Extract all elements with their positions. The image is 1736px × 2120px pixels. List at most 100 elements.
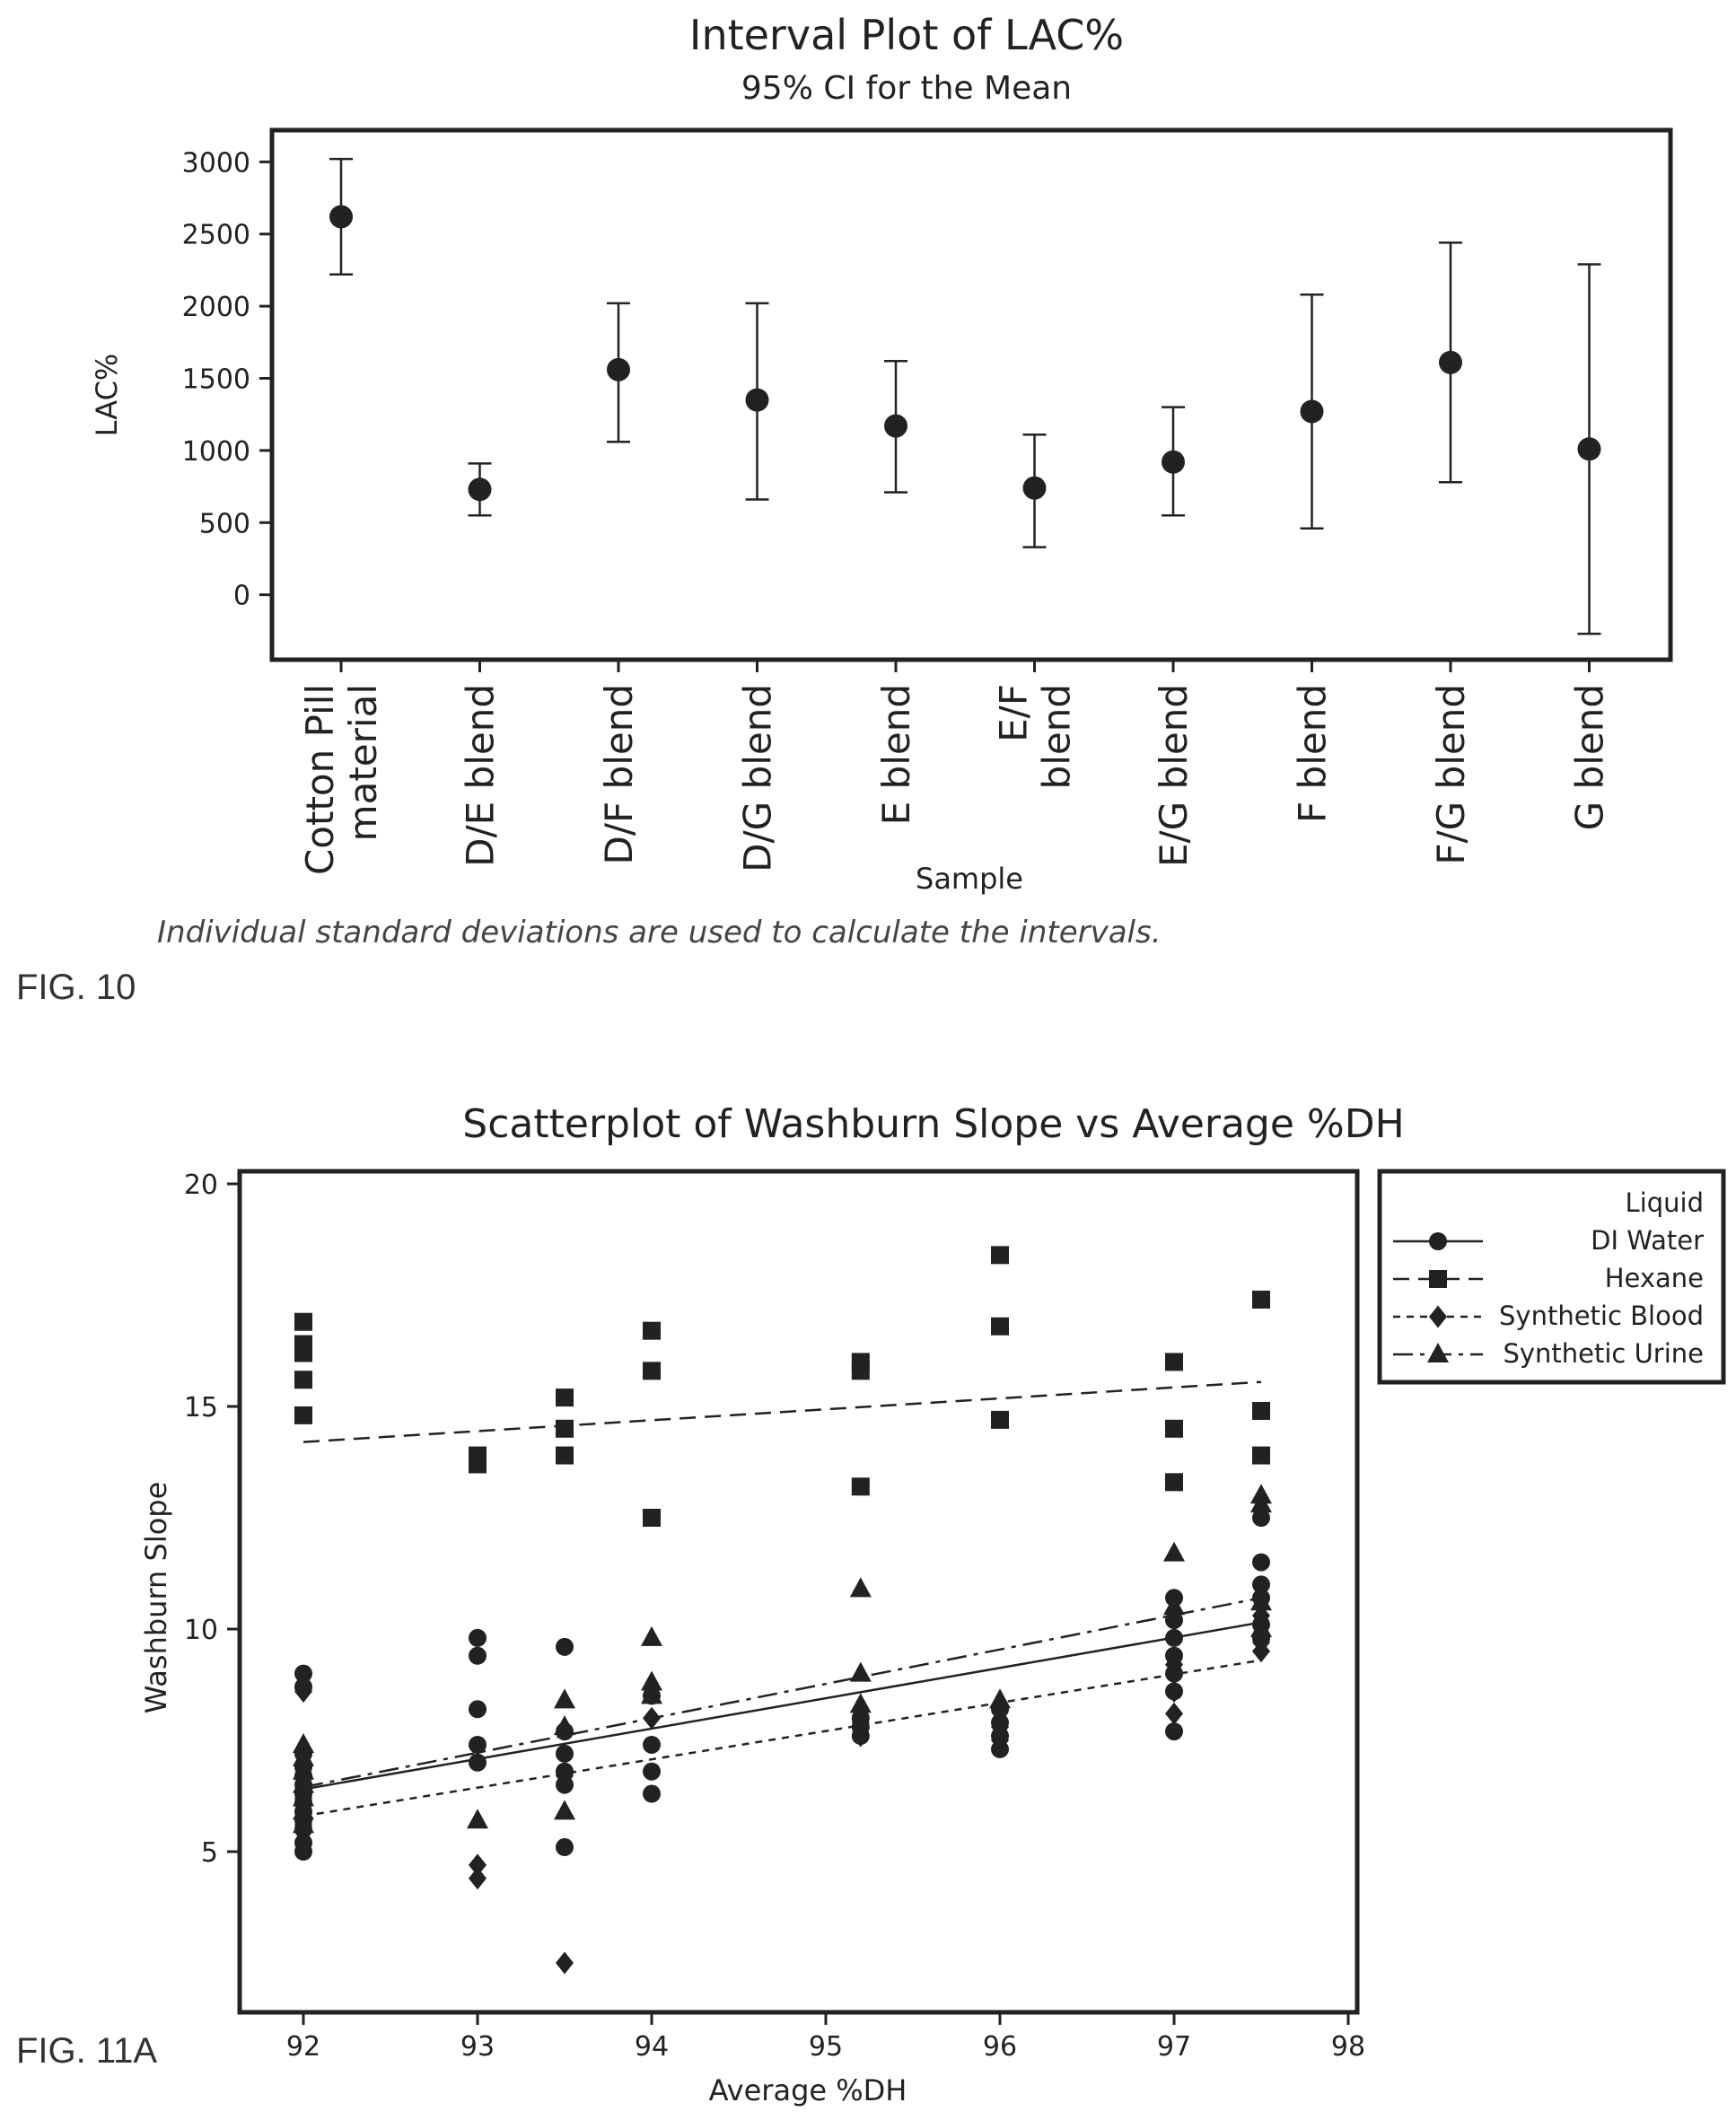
- circle-point: [294, 1664, 312, 1683]
- interval-x-tick-label: E/F blend: [992, 684, 1079, 789]
- legend-marker: [1429, 1232, 1447, 1250]
- square-point: [851, 1362, 870, 1380]
- square-point: [851, 1477, 870, 1496]
- diamond-point: [851, 1724, 870, 1748]
- triangle-point: [554, 1715, 575, 1736]
- circle-point: [1165, 1628, 1183, 1647]
- triangle-point: [849, 1693, 872, 1713]
- interval-y-tick-label: 3000: [182, 147, 250, 179]
- circle-point: [469, 1753, 487, 1772]
- diamond-point: [851, 1711, 870, 1734]
- triangle-point: [293, 1732, 314, 1753]
- category-label-line: E blend: [874, 684, 918, 825]
- circle-point: [556, 1637, 574, 1656]
- circle-point: [1165, 1611, 1183, 1630]
- legend-title: Liquid: [1626, 1187, 1704, 1218]
- triangle-point: [989, 1688, 1011, 1709]
- scatter-plot-ylabel: Washburn Slope: [139, 1482, 173, 1714]
- legend-marker: [1429, 1270, 1447, 1288]
- square-point: [643, 1509, 661, 1527]
- square-point: [294, 1312, 312, 1331]
- square-point: [643, 1321, 661, 1340]
- interval-plot-xlabel: Sample: [916, 862, 1023, 896]
- scatter-x-tick-label: 97: [1157, 2031, 1191, 2063]
- category-label-line: G blend: [1568, 684, 1612, 830]
- circle-point: [469, 1628, 487, 1647]
- interval-y-tick-label: 0: [233, 581, 250, 612]
- triangle-point: [293, 1746, 314, 1766]
- interval-y-tick-label: 2000: [182, 292, 250, 323]
- interval-x-tick-label: E/G blend: [1152, 684, 1196, 867]
- square-point: [294, 1371, 312, 1389]
- triangle-point: [1250, 1590, 1272, 1611]
- circle-point: [643, 1784, 661, 1803]
- scatter-x-tick-label: 94: [635, 2031, 669, 2063]
- square-point: [991, 1317, 1009, 1336]
- circle-point: [469, 1735, 487, 1754]
- scatter-y-tick-label: 10: [184, 1615, 218, 1646]
- scatter-plot-fit-lines: [302, 1380, 1262, 1818]
- scatter-plot-legend: Liquid DI Water Hexane Synthetic Blood Synt…: [1377, 1169, 1726, 1385]
- triangle-point: [293, 1813, 314, 1834]
- interval-x-tick-label: D/E blend: [459, 684, 503, 867]
- category-label-line: D/F blend: [597, 684, 641, 864]
- interval-mean-point: [884, 414, 907, 438]
- circle-point: [1165, 1722, 1183, 1741]
- scatter-plot-frame: [237, 1169, 1360, 2015]
- interval-mean-point: [468, 477, 492, 502]
- scatter-plot-points: [293, 1246, 1272, 1975]
- triangle-point: [1250, 1493, 1272, 1513]
- scatter-x-tick-label: 95: [809, 2031, 843, 2063]
- circle-point: [556, 1744, 574, 1763]
- scatter-plot-y-ticks: 20 15 10 5: [184, 1170, 240, 1869]
- circle-point: [556, 1838, 574, 1857]
- interval-y-tick-label: 1500: [182, 364, 250, 396]
- interval-plot-footnote: Individual standard deviations are used …: [157, 915, 1162, 950]
- interval-y-tick-label: 2500: [182, 220, 250, 251]
- fit-line-di-water: [302, 1621, 1262, 1791]
- square-point: [294, 1406, 312, 1424]
- triangle-point: [554, 1688, 575, 1709]
- category-label-line: F/G blend: [1429, 684, 1473, 865]
- triangle-point: [1163, 1541, 1185, 1562]
- category-label-line: D/G blend: [736, 684, 780, 872]
- triangle-point: [467, 1809, 488, 1829]
- interval-mean-point: [329, 205, 353, 229]
- triangle-point: [1250, 1617, 1272, 1637]
- scatter-plot-x-ticks: 92 93 94 95 96 97 98: [286, 2012, 1365, 2063]
- interval-plot-subtitle: 95% CI for the Mean: [741, 70, 1072, 107]
- diamond-point: [469, 1867, 487, 1890]
- diamond-point: [556, 1765, 574, 1788]
- legend-label: Hexane: [1605, 1263, 1704, 1293]
- category-label-line: E/G blend: [1152, 684, 1196, 867]
- triangle-point: [641, 1625, 662, 1646]
- square-point: [556, 1419, 574, 1438]
- triangle-point: [641, 1684, 662, 1704]
- interval-x-tick-label: D/F blend: [597, 684, 641, 864]
- scatter-plot-xlabel: Average %DH: [709, 2073, 907, 2107]
- diamond-point: [643, 1706, 661, 1730]
- interval-mean-point: [1577, 437, 1601, 461]
- triangle-point: [293, 1759, 314, 1780]
- diamond-point: [469, 1853, 487, 1877]
- triangle-point: [1163, 1595, 1185, 1616]
- diamond-point: [991, 1715, 1009, 1739]
- triangle-point: [293, 1773, 314, 1793]
- circle-point: [294, 1843, 312, 1861]
- diamond-point: [1165, 1679, 1183, 1703]
- interval-x-tick-label: Cotton Pill material: [298, 684, 385, 875]
- interval-x-tick-label: G blend: [1568, 684, 1612, 830]
- scatter-y-tick-label: 15: [184, 1392, 218, 1424]
- triangle-point: [849, 1661, 872, 1682]
- circle-point: [1252, 1509, 1270, 1527]
- fit-line-synthetic-urine: [302, 1597, 1262, 1789]
- legend-entries: DI Water Hexane Synthetic Blood Synthetic U…: [1393, 1225, 1704, 1369]
- diamond-point: [294, 1679, 312, 1703]
- legend-label: DI Water: [1591, 1225, 1704, 1256]
- square-point: [1252, 1290, 1270, 1309]
- square-point: [556, 1446, 574, 1465]
- figure-label-10: FIG. 10: [16, 968, 136, 1007]
- triangle-point: [849, 1577, 872, 1598]
- diamond-point: [556, 1951, 574, 1975]
